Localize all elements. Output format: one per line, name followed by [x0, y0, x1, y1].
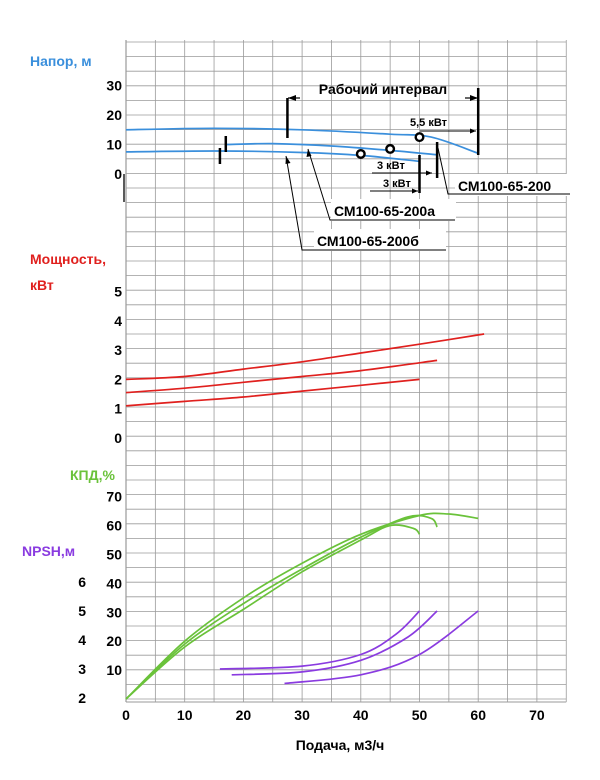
power-tick-label: 5 [114, 284, 122, 300]
power-axis-title-line2: кВт [30, 277, 54, 293]
head-series-line [125, 127, 479, 155]
curves [125, 88, 485, 700]
x-tick-label: 20 [236, 707, 252, 723]
power-tick-label: 4 [114, 313, 122, 329]
npsh-tick-label: 3 [78, 661, 86, 677]
efficiency-tick-label: 10 [106, 662, 122, 678]
power-axis-title-line1: Мощность, [30, 251, 106, 267]
callout-arrow-200b [285, 156, 291, 164]
callout-leader-200b [285, 155, 446, 251]
npsh-tick-label: 5 [78, 603, 86, 619]
operating-range-arrow-right [470, 95, 478, 101]
power-tick-label: 2 [114, 371, 122, 387]
x-tick-label: 50 [412, 707, 428, 723]
motor-annotations: 5,5 кВт 3 кВт 3 кВт [370, 117, 476, 194]
x-tick-label: 30 [294, 707, 310, 723]
efficiency-tick-label: 40 [106, 575, 122, 591]
efficiency-series-line [125, 524, 421, 700]
tick-labels: 0 10 20 30 40 50 60 70 0 10 20 30 0 1 2 3 4 5 10 20 30 40 50 60… [78, 78, 545, 724]
efficiency-tick-label: 20 [106, 633, 122, 649]
operating-range-arrow-left [288, 95, 296, 101]
motor-label-5-5kw: 5,5 кВт [410, 117, 448, 129]
npsh-tick-label: 4 [78, 632, 86, 648]
motor-point-marker [385, 143, 396, 154]
efficiency-tick-label: 60 [106, 518, 122, 534]
head-tick-label: 0 [114, 166, 122, 182]
npsh-series-line [231, 610, 438, 676]
operating-range-label: Рабочий интервал [319, 81, 447, 97]
efficiency-series-line [125, 514, 438, 700]
power-tick-label: 3 [114, 342, 122, 358]
head-series-line [125, 150, 420, 163]
callout-label-200b: СМ100-65-200б [317, 233, 419, 249]
npsh-tick-label: 6 [78, 574, 86, 590]
power-tick-label: 1 [114, 401, 122, 417]
motor-point-marker [414, 132, 425, 143]
callout-bg-200a [331, 199, 456, 221]
npsh-series-line [284, 610, 479, 685]
power-series-line [125, 359, 438, 394]
model-callouts: СМ100-65-200 СМ100-65-200а СМ100-65-200б [285, 147, 575, 251]
power-series-line [125, 378, 420, 407]
npsh-tick-label: 2 [78, 690, 86, 706]
callout-bg-200 [455, 174, 575, 196]
grid [123, 40, 567, 703]
motor-arrow-3kw-a [426, 170, 432, 176]
callout-leader-200 [437, 147, 570, 195]
callout-label-200a: СМ100-65-200а [334, 203, 435, 219]
efficiency-axis-title: КПД,% [70, 467, 115, 483]
callout-label-200: СМ100-65-200 [458, 178, 551, 194]
motor-label-3kw-a: 3 кВт [377, 160, 405, 172]
x-tick-label: 60 [470, 707, 486, 723]
power-tick-label: 0 [114, 430, 122, 446]
head-tick-label: 30 [106, 78, 122, 94]
head-series-line [225, 142, 438, 156]
head-tick-label: 20 [106, 107, 122, 123]
x-axis-title: Подача, м3/ч [296, 737, 385, 753]
npsh-axis-title: NPSH,м [22, 543, 75, 559]
head-tick-label: 10 [106, 137, 122, 153]
x-tick-label: 10 [177, 707, 193, 723]
x-tick-label: 0 [122, 707, 130, 723]
operating-range: Рабочий интервал [288, 81, 478, 101]
x-tick-label: 70 [529, 707, 545, 723]
efficiency-series-line [125, 512, 479, 700]
efficiency-tick-label: 70 [106, 489, 122, 505]
efficiency-tick-label: 50 [106, 547, 122, 563]
motor-arrow-3kw-b [412, 188, 418, 194]
motor-point-marker [355, 148, 366, 159]
motor-label-3kw-b: 3 кВт [383, 178, 411, 190]
power-series-line [125, 333, 485, 381]
callout-leader-200a [307, 148, 455, 221]
head-axis-title: Напор, м [30, 53, 92, 69]
x-tick-label: 40 [353, 707, 369, 723]
efficiency-tick-label: 30 [106, 604, 122, 620]
callout-arrow-200a [306, 149, 312, 157]
motor-arrow-5-5kw [470, 128, 476, 134]
npsh-series-line [219, 610, 421, 670]
callout-bg-200b [314, 229, 446, 251]
